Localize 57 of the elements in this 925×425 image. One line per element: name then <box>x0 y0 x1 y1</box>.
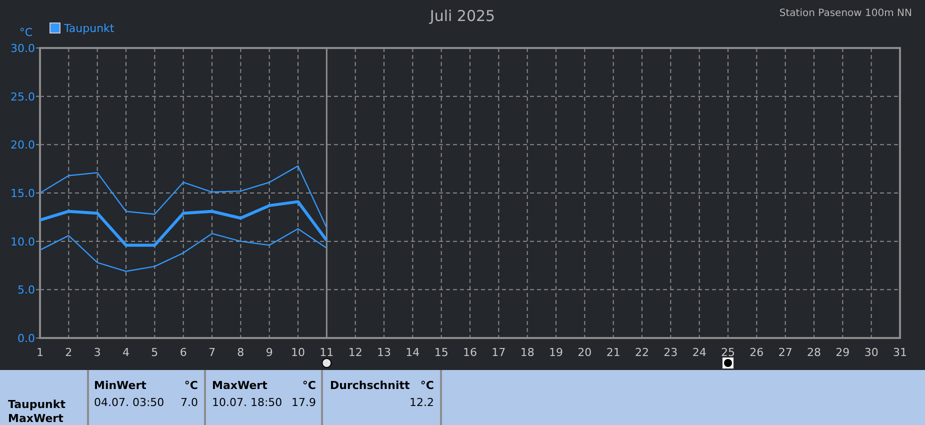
x-tick-label: 23 <box>664 346 678 359</box>
x-tick-label: 29 <box>836 346 850 359</box>
x-tick-label: 13 <box>377 346 391 359</box>
y-tick-label: 25.0 <box>10 90 35 104</box>
line-series <box>38 200 328 247</box>
x-tick-label: 30 <box>864 346 878 359</box>
text: Taupunkt MaxWert <box>8 398 66 425</box>
x-tick-label: 25 <box>721 346 735 359</box>
text: MaxWert <box>212 379 268 392</box>
x-tick-label: 26 <box>750 346 764 359</box>
x-tick-label: 14 <box>406 346 420 359</box>
chart-subtitle: Station Pasenow 100m NN <box>779 8 912 19</box>
x-tick-label: 17 <box>492 346 506 359</box>
x-tick-label: 1 <box>36 346 44 359</box>
text: Durchschnitt <box>330 379 410 392</box>
y-tick-label: 15.0 <box>10 187 35 200</box>
x-tick-label: 20 <box>578 346 592 359</box>
x-tick-label: 12 <box>348 346 362 359</box>
x-tick-label: 8 <box>237 346 244 359</box>
y-tick-label: 30.0 <box>10 42 35 55</box>
y-tick-label: 0.0 <box>18 332 35 345</box>
text: 17.9 <box>292 396 316 409</box>
x-tick-label: 10 <box>291 346 305 359</box>
y-tick-label: 20.0 <box>10 138 35 152</box>
text: 7.0 <box>180 396 198 409</box>
text: °C <box>302 379 316 392</box>
line-series <box>39 228 328 272</box>
x-tick-label: 19 <box>549 346 563 359</box>
x-tick-label: 28 <box>807 346 821 359</box>
text: 04.07. 03:50 <box>94 396 164 409</box>
legend-label: Taupunkt <box>63 22 115 35</box>
x-tick-label: 5 <box>151 346 158 359</box>
text: °C <box>420 379 434 392</box>
x-tick-label: 16 <box>463 346 477 359</box>
x-tick-label: 2 <box>65 346 72 359</box>
x-tick-label: 15 <box>434 346 448 359</box>
x-tick-label: 11 <box>320 346 334 359</box>
x-tick-label: 9 <box>266 346 273 359</box>
x-tick-label: 18 <box>520 346 534 359</box>
x-tick-label: 22 <box>635 346 649 359</box>
x-tick-label: 4 <box>122 346 130 359</box>
chart-title: Juli 2025 <box>428 7 496 25</box>
x-tick-label: 27 <box>778 346 792 359</box>
x-tick-label: 7 <box>208 346 216 359</box>
text: MinWert <box>94 379 146 392</box>
y-axis-title: °C <box>19 26 33 39</box>
text: 10.07. 18:50 <box>212 396 282 409</box>
x-tick-label: 6 <box>180 346 187 359</box>
y-tick-label: 10.0 <box>10 235 35 248</box>
x-tick-label: 24 <box>692 346 706 359</box>
text: °C <box>184 379 198 392</box>
line-series <box>39 165 328 228</box>
x-tick-label: 3 <box>94 346 101 359</box>
y-tick-label: 5.0 <box>18 284 35 297</box>
x-tick-label: 31 <box>893 346 907 359</box>
text: 12.2 <box>410 396 434 409</box>
x-tick-label: 21 <box>606 346 620 359</box>
